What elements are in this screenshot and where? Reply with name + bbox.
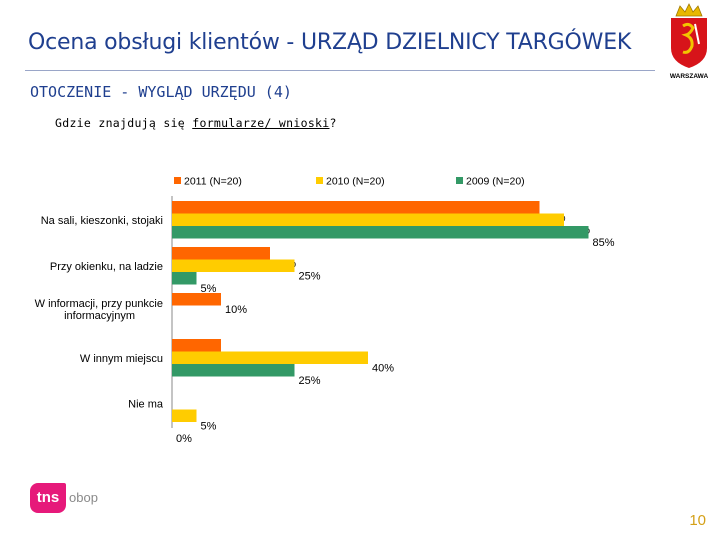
bar xyxy=(172,409,197,422)
page-title: Ocena obsługi klientów - URZĄD DZIELNICY… xyxy=(28,30,632,55)
title-divider xyxy=(25,70,655,71)
question-prefix: Gdzie znajdują się xyxy=(55,116,193,130)
warszawa-crest-icon: WARSZAWA xyxy=(670,3,709,80)
category-label: Nie ma xyxy=(128,398,164,410)
tns-obop-logo: tns obop xyxy=(30,483,98,513)
bar xyxy=(172,272,197,285)
category-label: W innym miejscu xyxy=(80,353,163,365)
bar xyxy=(172,213,564,226)
data-label: 5% xyxy=(201,283,217,295)
logo-suffix: obop xyxy=(69,490,98,506)
bar xyxy=(172,226,589,239)
crest-label: WARSZAWA xyxy=(670,73,709,80)
category-label-line: W informacji, przy punkcie xyxy=(35,298,163,310)
data-label: 0% xyxy=(176,433,192,445)
category-label-line: Przy okienku, na ladzie xyxy=(50,261,163,273)
legend-swatch xyxy=(456,177,463,184)
bar xyxy=(172,364,295,377)
category-label-line: Nie ma xyxy=(128,398,164,410)
category-label-line: informacyjnym xyxy=(64,310,135,322)
legend-swatch xyxy=(174,177,181,184)
survey-question: Gdzie znajdują się formularze/ wnioski? xyxy=(55,116,337,130)
bar xyxy=(172,339,221,352)
page-number: 10 xyxy=(689,512,706,529)
legend-label: 2011 (N=20) xyxy=(184,176,242,188)
category-label: Przy okienku, na ladzie xyxy=(50,261,163,273)
bar xyxy=(172,259,295,272)
category-label-line: Na sali, kieszonki, stojaki xyxy=(41,215,163,227)
bar xyxy=(172,247,270,260)
data-label: 25% xyxy=(299,375,321,387)
data-label: 10% xyxy=(225,304,247,316)
bar xyxy=(172,201,540,214)
data-label: 40% xyxy=(372,363,394,375)
bar xyxy=(172,351,368,364)
category-label: Na sali, kieszonki, stojaki xyxy=(41,215,163,227)
category-label: W informacji, przy punkcie informacyjnym xyxy=(35,298,163,322)
category-label-line: W innym miejscu xyxy=(80,353,163,365)
legend-label: 2009 (N=20) xyxy=(466,176,525,188)
data-label: 25% xyxy=(299,271,321,283)
data-label: 85% xyxy=(593,237,615,249)
data-label: 5% xyxy=(201,421,217,433)
bar xyxy=(172,293,221,306)
logo-mark: tns xyxy=(30,483,66,513)
question-suffix: ? xyxy=(329,116,337,130)
legend-label: 2010 (N=20) xyxy=(326,176,385,188)
legend-swatch xyxy=(316,177,323,184)
section-subtitle: OTOCZENIE - WYGLĄD URZĘDU (4) xyxy=(30,83,292,101)
question-underlined: formularze/ wnioski xyxy=(192,116,330,130)
